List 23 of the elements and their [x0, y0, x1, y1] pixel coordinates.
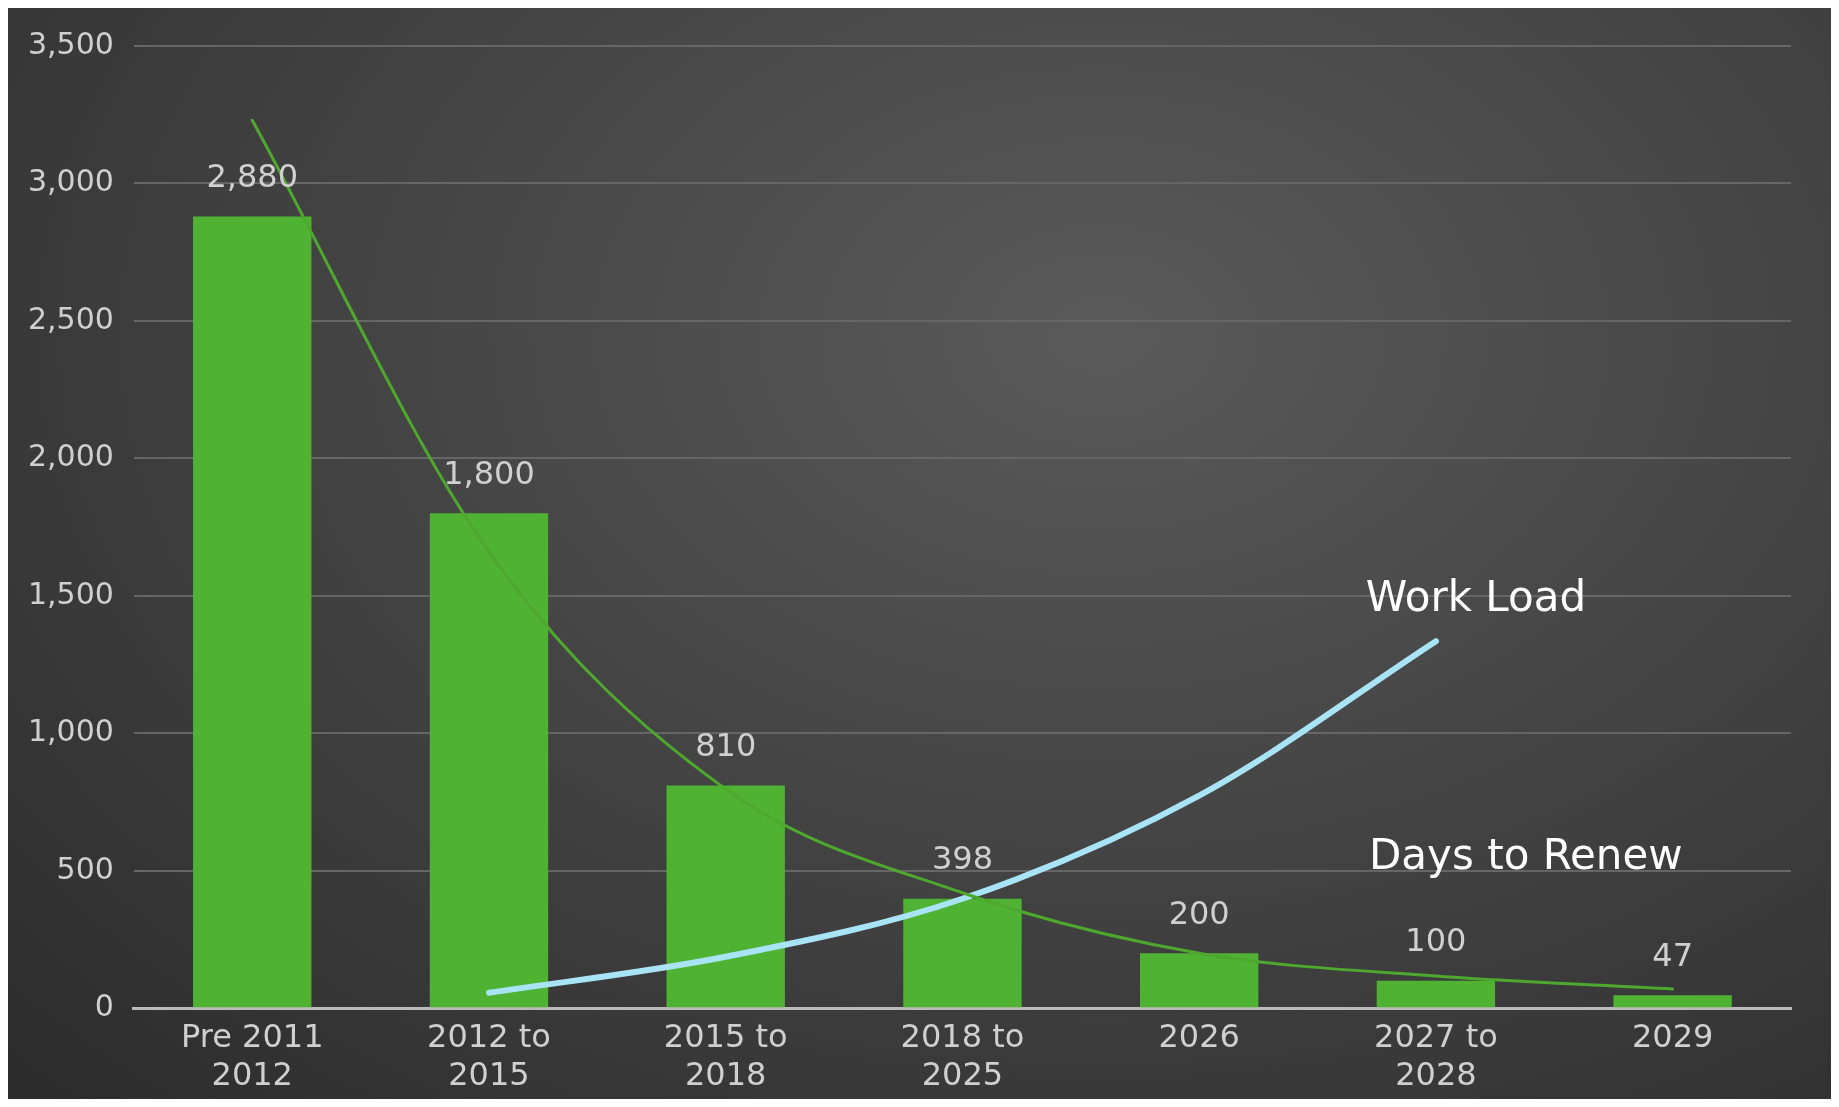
x-tick-label: 2029 [1631, 1016, 1714, 1055]
text: Days to Renew [1368, 829, 1683, 879]
y-tick-label: 3,500 [27, 25, 114, 61]
data-label: 810 [695, 725, 757, 764]
y-tick-label: 3,000 [27, 163, 114, 199]
y-tick-label: 1,500 [27, 575, 114, 611]
series-label: Work Load [1365, 572, 1587, 622]
data-label: 47 [1652, 935, 1693, 974]
x-tick-label: 2018 to 2025 [900, 1016, 1025, 1094]
y-tick-label: 2,000 [27, 438, 114, 474]
y-tick-label: 2,500 [27, 300, 114, 336]
data-label: 398 [931, 839, 993, 878]
data-label: 1,800 [443, 453, 535, 492]
x-tick-label: 2026 [1158, 1016, 1240, 1055]
y-tick-label: 1,000 [27, 713, 114, 749]
x-tick-label: 2012 to 2015 [427, 1016, 551, 1094]
data-label: 200 [1168, 893, 1230, 932]
x-tick-label: Pre 2011 2012 [181, 1016, 324, 1094]
y-tick-label: 500 [56, 850, 114, 886]
x-tick-label: 2027 to 2028 [1374, 1016, 1498, 1094]
data-label: 100 [1405, 921, 1467, 960]
y-tick-label: 0 [94, 988, 114, 1023]
x-tick-label: 2015 to 2018 [663, 1016, 788, 1094]
